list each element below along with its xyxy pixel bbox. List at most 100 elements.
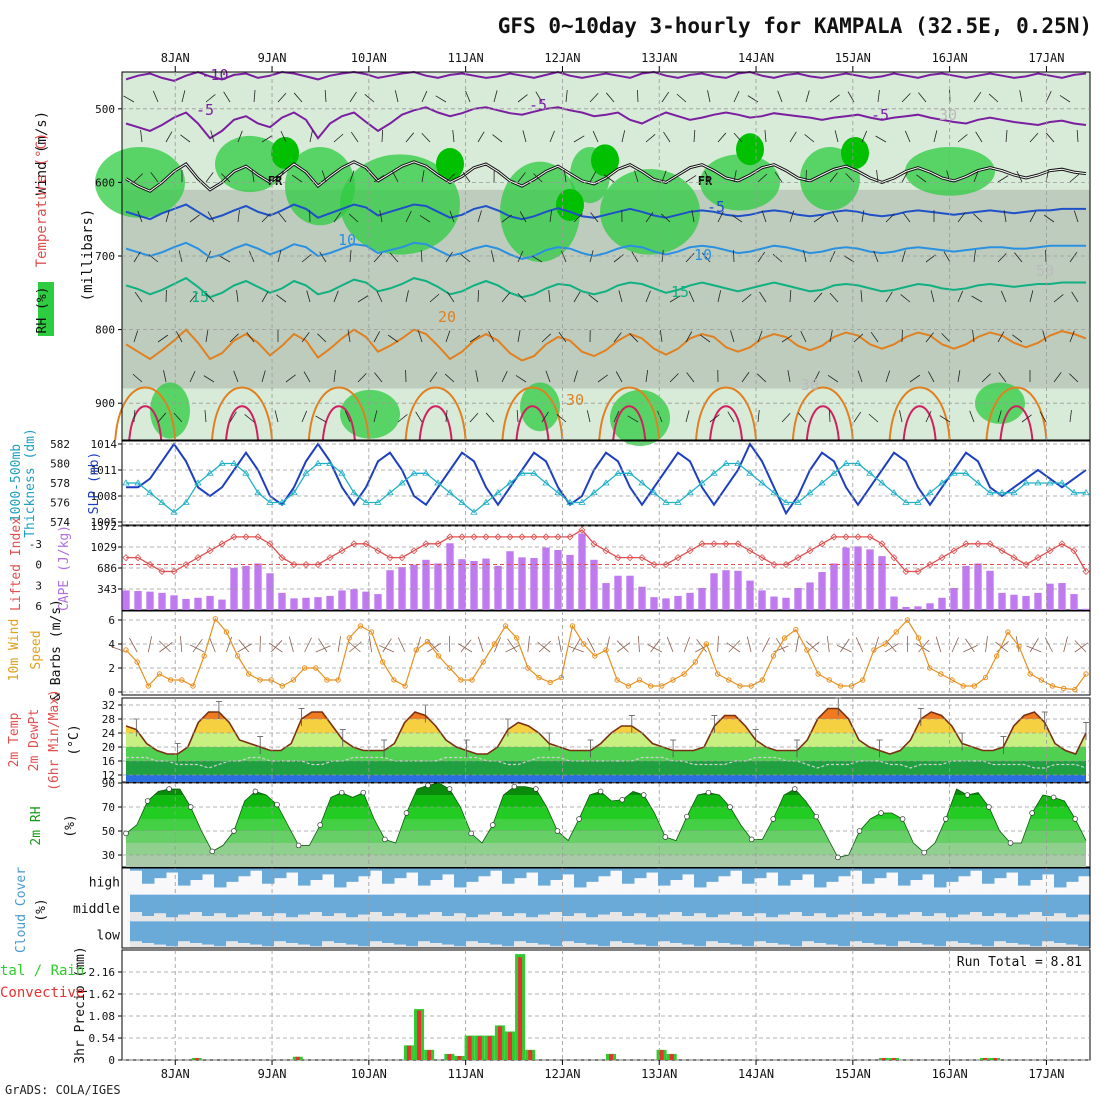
wind-barb	[348, 213, 359, 223]
rh-point	[727, 804, 733, 810]
rh-point	[425, 782, 431, 789]
cloud-bar	[190, 868, 203, 880]
cloud-bar	[514, 921, 527, 942]
cloud-bar	[142, 921, 155, 943]
wind-barb	[972, 330, 975, 343]
wind-barb	[1076, 130, 1079, 143]
cloud-clear	[862, 916, 875, 922]
cloud-bar	[418, 921, 431, 942]
cloud-bar	[202, 868, 215, 875]
wind-barb-10m	[637, 636, 640, 653]
cloud-bar	[598, 921, 611, 947]
wind-barb-10m	[951, 637, 959, 653]
wind-barb	[777, 90, 783, 103]
cape-bar	[170, 595, 178, 610]
cape-bar	[602, 583, 610, 610]
cloud-clear	[694, 913, 707, 922]
cloud-bar	[1030, 894, 1043, 912]
cloud-bar	[718, 894, 731, 915]
cloud-bar	[1006, 894, 1019, 918]
slp-tick-label: 1011	[91, 464, 118, 477]
thickness-tick-label: 574	[50, 516, 70, 529]
wind-barb	[657, 410, 663, 423]
cape-bar	[1082, 608, 1090, 610]
cape-bar	[782, 597, 790, 610]
cloud-bar	[1066, 894, 1079, 918]
wind-speed-point	[547, 679, 553, 686]
wind-speed-point	[167, 677, 174, 683]
wind-barb	[933, 130, 938, 143]
cloud-bar	[802, 921, 815, 942]
cloud-clear	[982, 946, 995, 948]
cloud-clear	[142, 943, 155, 948]
cloud-clear	[622, 916, 635, 922]
cloud-bar	[418, 868, 431, 886]
cloud-clear	[898, 914, 911, 922]
wind-barb	[387, 334, 399, 343]
wind-barb	[1012, 334, 1023, 343]
wind-barb	[957, 212, 966, 223]
wind-speed-point	[726, 677, 732, 683]
cloud-bar	[490, 921, 503, 945]
wind-speed-point	[647, 683, 654, 689]
thickness-point	[1034, 479, 1042, 486]
lifted-index-point	[314, 560, 322, 569]
wind-barb	[904, 130, 911, 143]
wind-barb-10m	[288, 636, 294, 653]
thickness-point	[326, 459, 334, 466]
wind-tick-label: 4	[108, 638, 115, 651]
rh-point	[554, 828, 561, 834]
cloud-clear	[670, 912, 683, 922]
wind-speed-point	[223, 629, 230, 635]
wind-barb	[274, 410, 279, 423]
wind-barb	[676, 93, 687, 103]
cloud-clear	[1066, 944, 1079, 948]
wind-barb	[373, 331, 380, 343]
isotherm-line	[125, 276, 1086, 299]
lifted-index-point	[1058, 540, 1066, 548]
thickness-point	[878, 479, 886, 486]
rh-point	[856, 828, 863, 834]
top-date-label: 9JAN	[258, 51, 287, 65]
wind-barb	[636, 89, 639, 103]
cloud-bar	[694, 921, 707, 947]
thickness-point	[950, 469, 958, 476]
cloud-clear	[754, 913, 767, 922]
cloud-bar	[970, 921, 983, 945]
wind-speed-point	[1049, 683, 1056, 689]
cape-bar	[806, 582, 814, 610]
lifted-index-point	[890, 554, 898, 562]
wind-barb	[150, 172, 159, 183]
wind-barb	[173, 412, 183, 423]
cloud-clear	[382, 943, 395, 948]
wind-barb	[1069, 173, 1080, 183]
wind-barb	[997, 253, 1007, 263]
wind-barb-10m	[586, 637, 596, 653]
rh-point	[166, 786, 172, 792]
lifted-index-point	[566, 533, 574, 541]
wind-barb	[645, 133, 656, 143]
wind-barb	[800, 331, 807, 343]
thickness-point	[458, 498, 466, 505]
cloud-clear	[346, 944, 359, 948]
cloud-unit: (%)	[34, 898, 49, 921]
wind-label-c: & Barbs (m/s)	[49, 599, 64, 701]
cloud-bar	[994, 894, 1007, 914]
bottom-date-label: 12JAN	[544, 1067, 580, 1081]
cape-bar	[182, 598, 190, 610]
cloud-clear	[394, 913, 407, 922]
precip-convective-bar	[881, 1058, 886, 1060]
precip-tick-label: 0	[108, 1054, 115, 1067]
wind-barb-10m	[884, 643, 899, 653]
cape-bar	[938, 597, 946, 610]
cape-bar	[674, 595, 682, 610]
lifted-index-point	[170, 567, 178, 576]
cloud-bar	[478, 894, 491, 915]
wind-speed-point	[569, 623, 576, 629]
cloud-clear	[598, 946, 611, 948]
wind-barb	[590, 212, 599, 223]
wind-barb	[789, 131, 797, 143]
wind-barb	[165, 131, 173, 143]
wind-barb	[988, 93, 999, 103]
wind-barb	[373, 252, 383, 263]
